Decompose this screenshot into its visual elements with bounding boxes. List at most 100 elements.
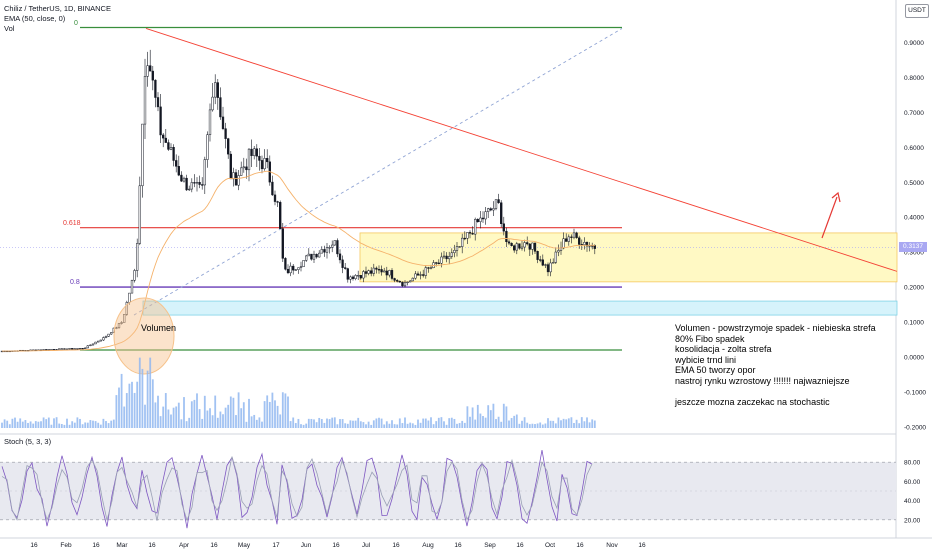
candle-body bbox=[211, 96, 214, 111]
candle-body bbox=[380, 269, 383, 273]
candle-body bbox=[518, 243, 521, 249]
time-tick-label: Mar bbox=[116, 542, 128, 549]
ema-line bbox=[2, 170, 595, 352]
volume-bar bbox=[409, 422, 412, 428]
volume-bar bbox=[86, 422, 89, 428]
volume-bar bbox=[289, 421, 292, 428]
volume-bar bbox=[175, 406, 178, 428]
volume-bar bbox=[193, 399, 196, 428]
candle-body bbox=[315, 253, 318, 258]
volume-bar bbox=[333, 417, 336, 428]
vol-label[interactable]: Vol bbox=[4, 24, 15, 33]
candle-body bbox=[266, 158, 269, 163]
volume-bar bbox=[42, 417, 45, 428]
candle-body bbox=[554, 251, 557, 263]
volume-bar bbox=[417, 419, 419, 428]
volume-bar bbox=[424, 418, 427, 428]
candle-body bbox=[279, 202, 282, 229]
candle-body bbox=[240, 167, 243, 176]
candle-body bbox=[328, 247, 331, 249]
volume-bar bbox=[474, 419, 477, 428]
time-tick-label: 16 bbox=[454, 542, 462, 549]
candle-body bbox=[388, 270, 391, 276]
note-line: 80% Fibo spadek bbox=[675, 333, 745, 344]
volume-bar bbox=[502, 403, 505, 428]
price-tick-label: 0.4000 bbox=[904, 215, 924, 222]
price-tick-label: 0.7000 bbox=[904, 110, 924, 117]
volume-bar bbox=[157, 395, 159, 428]
volume-bar bbox=[263, 401, 266, 428]
candle-body bbox=[505, 230, 508, 243]
volume-bar bbox=[128, 383, 131, 428]
stoch-label[interactable]: Stoch (5, 3, 3) bbox=[4, 437, 52, 446]
currency-button[interactable]: USDT bbox=[905, 4, 929, 18]
candle-body bbox=[502, 223, 505, 232]
volume-bar bbox=[510, 418, 513, 428]
candle-body bbox=[263, 158, 266, 170]
volume-bar bbox=[562, 418, 565, 428]
volume-bar bbox=[185, 421, 188, 428]
volume-bar bbox=[375, 418, 378, 428]
symbol-title[interactable]: Chiliz / TetherUS, 1D, BINANCE bbox=[4, 4, 111, 13]
volume-bar bbox=[115, 395, 118, 428]
volume-bar bbox=[484, 417, 487, 428]
volume-bar bbox=[53, 418, 55, 428]
volume-bar bbox=[573, 423, 575, 428]
candle-body bbox=[390, 270, 394, 279]
candle-body bbox=[354, 275, 357, 279]
candle-body bbox=[123, 314, 126, 323]
volume-bar bbox=[133, 392, 136, 428]
volume-bar bbox=[305, 423, 308, 428]
breakout-arrow-head bbox=[831, 191, 841, 203]
candle-body bbox=[117, 323, 121, 328]
volume-bar bbox=[214, 395, 217, 428]
volume-bar bbox=[154, 402, 157, 428]
volume-bar bbox=[292, 417, 295, 428]
candle-body bbox=[523, 242, 526, 248]
stoch-tick-label: 20.00 bbox=[904, 517, 921, 524]
volume-bar bbox=[159, 416, 162, 428]
volume-bar bbox=[385, 421, 388, 428]
time-tick-label: Aug bbox=[422, 542, 434, 549]
volume-bar bbox=[565, 419, 568, 428]
candle-body bbox=[575, 232, 578, 239]
volume-bar bbox=[190, 401, 193, 428]
volume-bar bbox=[487, 405, 490, 428]
volume-bar bbox=[250, 416, 253, 428]
volume-bar bbox=[469, 416, 471, 428]
ema-label[interactable]: EMA (50, close, 0) bbox=[4, 14, 66, 23]
volume-bar bbox=[240, 408, 243, 428]
volume-bar bbox=[172, 407, 175, 428]
notes-annotation: Volumen - powstrzymoje spadek - niebiesk… bbox=[675, 323, 876, 408]
volume-bar bbox=[344, 423, 347, 428]
price-tick-label: 0.8000 bbox=[904, 75, 924, 82]
volume-bar bbox=[268, 401, 271, 428]
candle-body bbox=[520, 246, 524, 249]
candle-body bbox=[567, 236, 570, 242]
candle-body bbox=[159, 106, 162, 136]
candle-body bbox=[73, 348, 76, 350]
volume-bar bbox=[141, 368, 144, 428]
volume-bar bbox=[258, 417, 261, 428]
volume-bar bbox=[105, 421, 107, 428]
volume-bar bbox=[383, 424, 386, 428]
volume-bar bbox=[406, 423, 409, 428]
volume-bar bbox=[120, 373, 123, 428]
note-line: EMA 50 tworzy opor bbox=[675, 365, 756, 376]
candle-body bbox=[180, 174, 183, 182]
candle-body bbox=[419, 274, 422, 276]
time-tick-label: Oct bbox=[545, 542, 555, 549]
candle-body bbox=[299, 266, 303, 268]
candle-body bbox=[297, 267, 300, 270]
candle-body bbox=[544, 264, 547, 266]
volume-bar bbox=[47, 417, 50, 428]
note-line: nastroj rynku wzrostowy !!!!!!! najwazni… bbox=[675, 375, 850, 386]
candle-body bbox=[409, 280, 412, 283]
candle-body bbox=[312, 253, 316, 260]
candle-body bbox=[344, 267, 347, 269]
volume-bar bbox=[255, 419, 258, 428]
volume-bar bbox=[492, 403, 495, 428]
candle-body bbox=[349, 276, 352, 280]
volume-bar bbox=[50, 424, 53, 428]
price-tick-label: 0.5000 bbox=[904, 180, 924, 187]
